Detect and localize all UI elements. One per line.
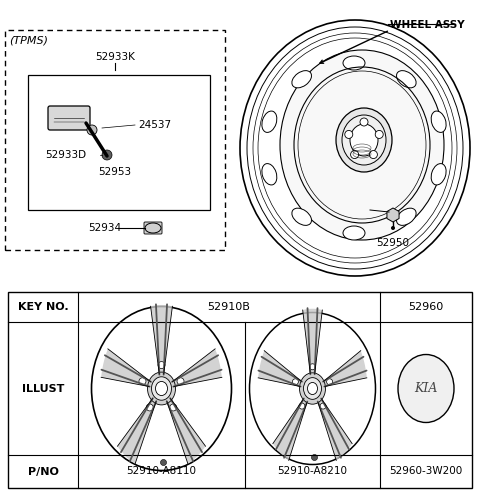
Polygon shape — [258, 351, 301, 386]
Polygon shape — [118, 399, 156, 464]
Circle shape — [292, 379, 299, 385]
Ellipse shape — [342, 115, 386, 165]
Text: 52934: 52934 — [88, 223, 121, 233]
Polygon shape — [303, 309, 322, 373]
Ellipse shape — [292, 208, 312, 225]
Text: 52910-A8110: 52910-A8110 — [127, 466, 196, 476]
Circle shape — [350, 151, 359, 159]
Circle shape — [320, 403, 326, 409]
Circle shape — [160, 460, 167, 465]
Text: P/NO: P/NO — [27, 466, 59, 476]
Text: 52950: 52950 — [376, 238, 409, 248]
Ellipse shape — [343, 56, 365, 70]
Circle shape — [87, 125, 97, 135]
Circle shape — [177, 378, 184, 385]
Polygon shape — [101, 349, 150, 386]
Circle shape — [375, 131, 383, 138]
Polygon shape — [318, 400, 352, 461]
Ellipse shape — [250, 312, 375, 464]
Text: 52933K: 52933K — [95, 52, 135, 62]
Text: 52933D: 52933D — [45, 150, 86, 160]
Ellipse shape — [343, 226, 365, 240]
Ellipse shape — [300, 373, 325, 404]
Circle shape — [326, 379, 333, 385]
Text: (TPMS): (TPMS) — [9, 35, 48, 45]
Ellipse shape — [147, 372, 176, 405]
Polygon shape — [273, 400, 307, 461]
Ellipse shape — [350, 124, 378, 156]
Text: KEY NO.: KEY NO. — [18, 302, 68, 312]
Text: ILLUST: ILLUST — [22, 383, 64, 393]
Ellipse shape — [336, 108, 392, 172]
Circle shape — [102, 150, 112, 160]
Ellipse shape — [308, 382, 317, 395]
Circle shape — [310, 364, 315, 370]
Polygon shape — [151, 305, 172, 373]
Circle shape — [391, 226, 395, 230]
Circle shape — [170, 404, 177, 411]
Text: 52953: 52953 — [98, 167, 132, 177]
Ellipse shape — [431, 164, 446, 185]
Ellipse shape — [145, 223, 161, 233]
Polygon shape — [324, 351, 367, 386]
Circle shape — [370, 151, 377, 159]
Ellipse shape — [262, 111, 277, 133]
Ellipse shape — [431, 111, 446, 133]
Ellipse shape — [280, 50, 444, 240]
Circle shape — [146, 404, 153, 411]
Circle shape — [299, 403, 305, 409]
Circle shape — [312, 455, 317, 461]
Text: WHEEL ASSY: WHEEL ASSY — [390, 20, 465, 30]
Circle shape — [158, 361, 165, 369]
Ellipse shape — [262, 164, 277, 185]
Ellipse shape — [396, 208, 416, 225]
Ellipse shape — [396, 71, 416, 88]
Text: 52960-3W200: 52960-3W200 — [389, 466, 463, 476]
Text: 52960: 52960 — [408, 302, 444, 312]
FancyBboxPatch shape — [48, 106, 90, 130]
Ellipse shape — [92, 306, 231, 470]
Text: 52910-A8210: 52910-A8210 — [277, 466, 348, 476]
Ellipse shape — [303, 378, 322, 399]
Text: 24537: 24537 — [138, 120, 171, 130]
Ellipse shape — [398, 355, 454, 422]
Text: 52910B: 52910B — [207, 302, 251, 312]
FancyBboxPatch shape — [144, 222, 162, 234]
Ellipse shape — [156, 382, 168, 396]
Text: KIA: KIA — [414, 382, 438, 395]
Ellipse shape — [152, 377, 171, 400]
Polygon shape — [173, 349, 222, 386]
Ellipse shape — [292, 71, 312, 88]
Circle shape — [345, 131, 353, 138]
Polygon shape — [167, 399, 205, 464]
Circle shape — [139, 378, 146, 385]
Circle shape — [360, 118, 368, 126]
